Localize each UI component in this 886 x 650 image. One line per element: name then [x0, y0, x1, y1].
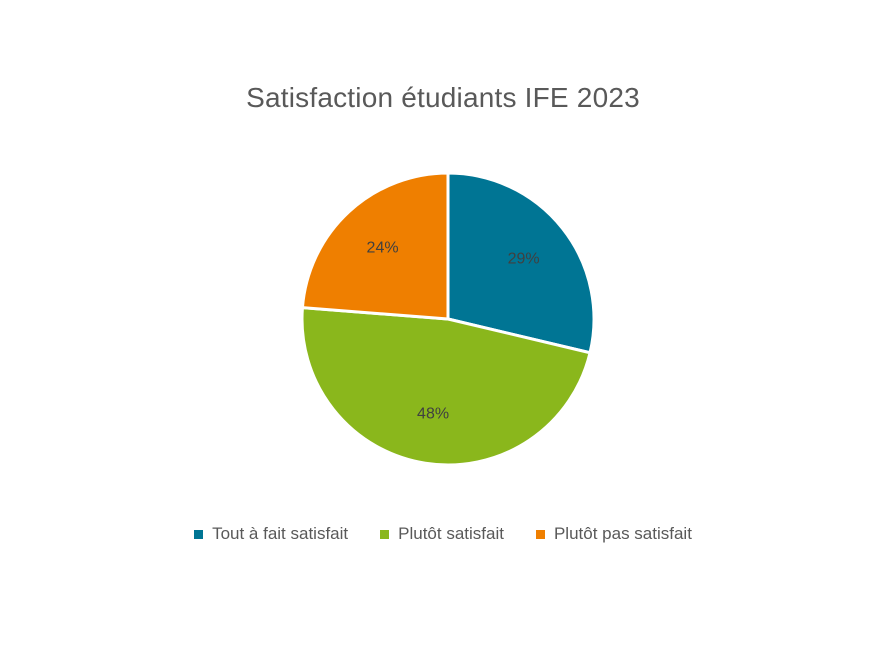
legend-item-1: Tout à fait satisfait: [194, 524, 348, 544]
legend-swatch-icon: [380, 529, 390, 539]
data-label-1: 29%: [508, 250, 540, 267]
legend-swatch-icon: [535, 529, 545, 539]
legend: Tout à fait satisfait Plutôt satisfait Plu…: [0, 524, 886, 544]
pie-slice-3: [300, 171, 450, 321]
legend-label: Plutôt pas satisfait: [553, 524, 692, 543]
pie-slice-2: [300, 306, 592, 467]
legend-label: Plutôt satisfait: [398, 524, 504, 543]
legend-label: Tout à fait satisfait: [212, 524, 349, 543]
legend-swatch-icon: [194, 529, 204, 539]
chart-title: Satisfaction étudiants IFE 2023: [246, 82, 640, 113]
data-label-2: 48%: [417, 405, 449, 422]
legend-item-2: Plutôt satisfait: [380, 524, 504, 544]
pie-slice-1: [446, 171, 596, 355]
legend-item-3: Plutôt pas satisfait: [535, 524, 692, 544]
data-label-3: 24%: [367, 239, 399, 256]
